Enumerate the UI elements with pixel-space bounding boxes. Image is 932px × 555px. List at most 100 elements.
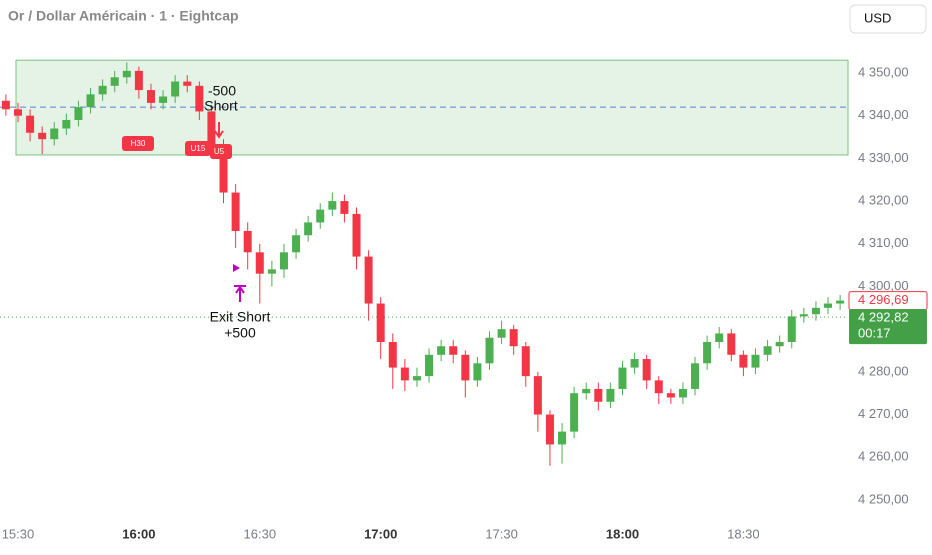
candle-body	[824, 303, 833, 308]
short-qty: -500	[208, 83, 236, 99]
chart-title: Or / Dollar Américain · 1 · Eightcap	[8, 8, 239, 24]
candle-body	[304, 222, 313, 236]
y-tick-label: 4 280,00	[858, 363, 909, 378]
candle-body	[642, 359, 651, 381]
badge-label: U5	[214, 147, 225, 156]
candle-body	[691, 363, 700, 389]
candle-body	[787, 316, 796, 342]
candle-body	[231, 192, 240, 231]
candle-body	[558, 431, 567, 445]
candle-body	[437, 346, 446, 355]
y-tick-label: 4 320,00	[858, 193, 909, 208]
y-tick-label: 4 250,00	[858, 491, 909, 506]
candle-body	[328, 201, 337, 210]
candle-body	[449, 346, 458, 355]
y-tick-label: 4 310,00	[858, 235, 909, 250]
candle-body	[630, 359, 639, 368]
y-tick-label: 4 330,00	[858, 150, 909, 165]
candle-body	[110, 77, 119, 86]
y-tick-label: 4 300,00	[858, 278, 909, 293]
last-price-label: 4 292,82	[858, 310, 909, 325]
badge-label: H30	[131, 139, 146, 148]
candle-body	[606, 388, 615, 402]
candle-body	[26, 115, 35, 133]
candle-body	[62, 119, 71, 129]
x-tick-label: 17:30	[485, 526, 518, 541]
badge	[210, 144, 232, 159]
candle-body	[316, 209, 325, 223]
candle-body	[134, 70, 143, 91]
candle-body	[618, 367, 627, 389]
candle-body	[267, 269, 276, 274]
currency-button[interactable]	[849, 4, 927, 34]
exit-arrow	[234, 285, 246, 302]
candle-body	[594, 388, 603, 402]
x-tick-label: 15:30	[2, 526, 35, 541]
candle-body	[775, 341, 784, 347]
badge-label: U15	[191, 144, 206, 153]
candle-body	[473, 363, 482, 381]
candle-body	[340, 201, 349, 214]
candle-body	[1, 100, 10, 110]
candle-body	[485, 337, 494, 364]
y-tick-label: 4 270,00	[858, 406, 909, 421]
candle-body	[400, 367, 409, 381]
candle-body	[122, 70, 131, 78]
candle-body	[86, 94, 95, 108]
candle-body	[74, 107, 83, 120]
candle-body	[715, 333, 724, 342]
candle-body	[545, 414, 554, 445]
candle-body	[146, 90, 155, 103]
candle-body	[183, 81, 192, 86]
candles	[1, 62, 845, 466]
candle-body	[425, 354, 434, 377]
short-label: Short	[204, 98, 238, 114]
last-close-label: 4 296,69	[858, 292, 909, 307]
short-arrow	[214, 122, 224, 139]
candle-body	[195, 85, 204, 112]
candle-body	[678, 388, 687, 398]
candle-body	[171, 81, 180, 97]
candle-body	[739, 354, 748, 368]
x-tick-label: 18:00	[606, 526, 639, 541]
candle-body	[799, 314, 808, 317]
candle-body	[811, 307, 820, 315]
candle-body	[98, 85, 107, 95]
y-tick-label: 4 340,00	[858, 107, 909, 122]
candle-body	[521, 346, 530, 377]
y-tick-label: 4 260,00	[858, 449, 909, 464]
candle-body	[13, 109, 22, 116]
candle-body	[582, 388, 591, 394]
zone-layer	[0, 59, 849, 318]
candle-body	[50, 128, 59, 140]
x-tick-label: 16:30	[244, 526, 277, 541]
candle-body	[461, 354, 470, 381]
currency: USD	[864, 10, 891, 25]
candle-body	[159, 96, 168, 103]
exit-qty: +500	[224, 325, 256, 341]
x-tick-label: 17:00	[364, 526, 397, 541]
candle-body	[412, 376, 421, 381]
y-tick-label: 4 350,00	[858, 64, 909, 79]
candle-body	[763, 346, 772, 355]
candle-body	[751, 354, 760, 368]
candle-body	[38, 132, 47, 140]
last-price-box	[849, 309, 927, 345]
candle-body	[727, 333, 736, 355]
candle-body	[207, 111, 216, 146]
candle-body	[364, 256, 373, 304]
candle-body	[570, 393, 579, 432]
candle-body	[219, 145, 228, 193]
candle-body	[376, 303, 385, 342]
candle-body	[255, 252, 264, 274]
candle-body	[352, 213, 361, 257]
axis: 4 250,004 260,004 270,004 280,004 290,00…	[2, 64, 928, 541]
candle-body	[292, 235, 301, 253]
candle-body	[666, 393, 675, 398]
badge	[185, 141, 211, 156]
candle-body	[836, 300, 845, 304]
candle-body	[388, 341, 397, 368]
badge	[122, 136, 154, 151]
